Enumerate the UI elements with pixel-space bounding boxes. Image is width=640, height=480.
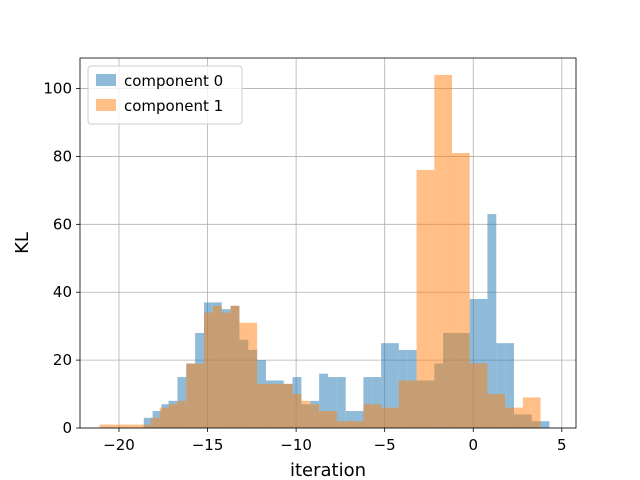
x-tick-label: 0 [468, 436, 478, 454]
histogram-bar-component-1 [505, 407, 514, 428]
histogram-bar-component-1 [186, 363, 196, 428]
x-tick-label: −15 [192, 436, 224, 454]
histogram-bar-component-1 [469, 363, 479, 428]
histogram-bar-component-1 [274, 383, 284, 428]
histogram-bar-component-0 [363, 377, 373, 428]
histogram-bar-component-1 [452, 153, 461, 428]
y-tick-label: 20 [53, 351, 72, 369]
histogram-bar-component-1 [328, 411, 337, 428]
histogram-bar-component-0 [540, 421, 550, 428]
histogram-bar-component-0 [143, 417, 153, 428]
histogram-bar-component-1 [398, 380, 408, 428]
histogram-bar-component-1 [425, 170, 435, 428]
histogram-bar-component-0 [336, 377, 346, 428]
histogram-bar-component-1 [390, 407, 399, 428]
y-axis-label: KL [12, 232, 33, 254]
histogram-bar-component-0 [505, 343, 514, 428]
histogram-bar-component-1 [283, 383, 293, 428]
histogram-bar-component-1 [266, 383, 275, 428]
histogram-bar-component-1 [168, 404, 178, 428]
x-tick-label: −20 [103, 436, 135, 454]
histogram-bar-component-1 [301, 400, 311, 428]
histogram-bar-component-1 [514, 407, 523, 428]
x-tick-label: 5 [557, 436, 567, 454]
bars-layer [99, 74, 550, 429]
histogram-bar-component-1 [407, 380, 417, 428]
histogram-bar-component-1 [195, 363, 204, 428]
histogram-bar-component-0 [328, 377, 337, 428]
legend-label-component-1: component 1 [124, 97, 223, 115]
histogram-bar-component-0 [390, 343, 399, 428]
histogram-bar-component-1 [212, 305, 222, 428]
histogram-bar-component-1 [443, 74, 452, 429]
histogram-bar-component-1 [363, 404, 373, 428]
histogram-bar-component-1 [478, 363, 488, 428]
histogram-bar-component-1 [159, 407, 169, 428]
histogram-bar-component-1 [248, 322, 258, 428]
histogram-bar-component-0 [354, 411, 364, 428]
legend: component 0 component 1 [87, 65, 243, 125]
histogram-bar-component-1 [416, 170, 426, 428]
y-tick-label: 100 [43, 80, 72, 98]
histogram-bar-component-1 [372, 404, 382, 428]
histogram-bar-component-0 [487, 214, 497, 428]
histogram-bar-component-1 [319, 411, 328, 428]
histogram-bar-component-0 [381, 343, 390, 428]
x-tick-label: −5 [374, 436, 396, 454]
histogram-bar-component-1 [354, 421, 364, 428]
histogram-bar-component-0 [345, 411, 355, 428]
legend-swatch-component-0 [96, 74, 116, 86]
histogram-bar-component-1 [133, 424, 151, 428]
histogram-bar-component-1 [221, 312, 231, 428]
histogram-bar-component-1 [487, 394, 497, 428]
legend-swatch-component-1 [96, 99, 116, 111]
histogram-bar-component-1 [230, 305, 240, 428]
histogram-bar-component-1 [496, 394, 506, 428]
histogram-bar-component-1 [434, 74, 444, 429]
histogram-bar-component-0 [319, 373, 328, 428]
x-axis-label: iteration [290, 460, 366, 480]
y-tick-label: 0 [62, 419, 72, 437]
histogram-bar-component-1 [522, 397, 532, 428]
histogram-bar-component-1 [239, 322, 249, 428]
histogram-bar-component-1 [336, 421, 346, 428]
histogram-bar-component-1 [150, 417, 160, 428]
histogram-bar-component-1 [257, 383, 266, 428]
histogram-bar-component-1 [531, 397, 541, 428]
histogram-bar-component-1 [345, 421, 355, 428]
histogram-bar-component-1 [292, 394, 302, 428]
histogram-bar-component-1 [310, 404, 320, 428]
histogram-bar-component-1 [204, 312, 213, 428]
axes-frame [79, 57, 577, 429]
histogram-bar-component-0 [372, 377, 382, 428]
y-tick-label: 60 [53, 215, 72, 233]
histogram-bar-component-1 [99, 424, 116, 428]
histogram-bar-component-1 [460, 153, 470, 428]
histogram-bar-component-0 [496, 343, 506, 428]
histogram-bar-component-1 [115, 424, 134, 428]
y-tick-label: 80 [53, 147, 72, 165]
x-tick-label: −10 [280, 436, 312, 454]
legend-label-component-0: component 0 [124, 72, 223, 90]
histogram-bar-component-1 [177, 400, 187, 428]
y-tick-label: 40 [53, 283, 72, 301]
legend-box [87, 65, 243, 125]
histogram-bar-component-1 [381, 407, 390, 428]
ticks-layer: −20 −15 −10 −5 0 5 0 20 40 60 80 100 [43, 80, 566, 454]
